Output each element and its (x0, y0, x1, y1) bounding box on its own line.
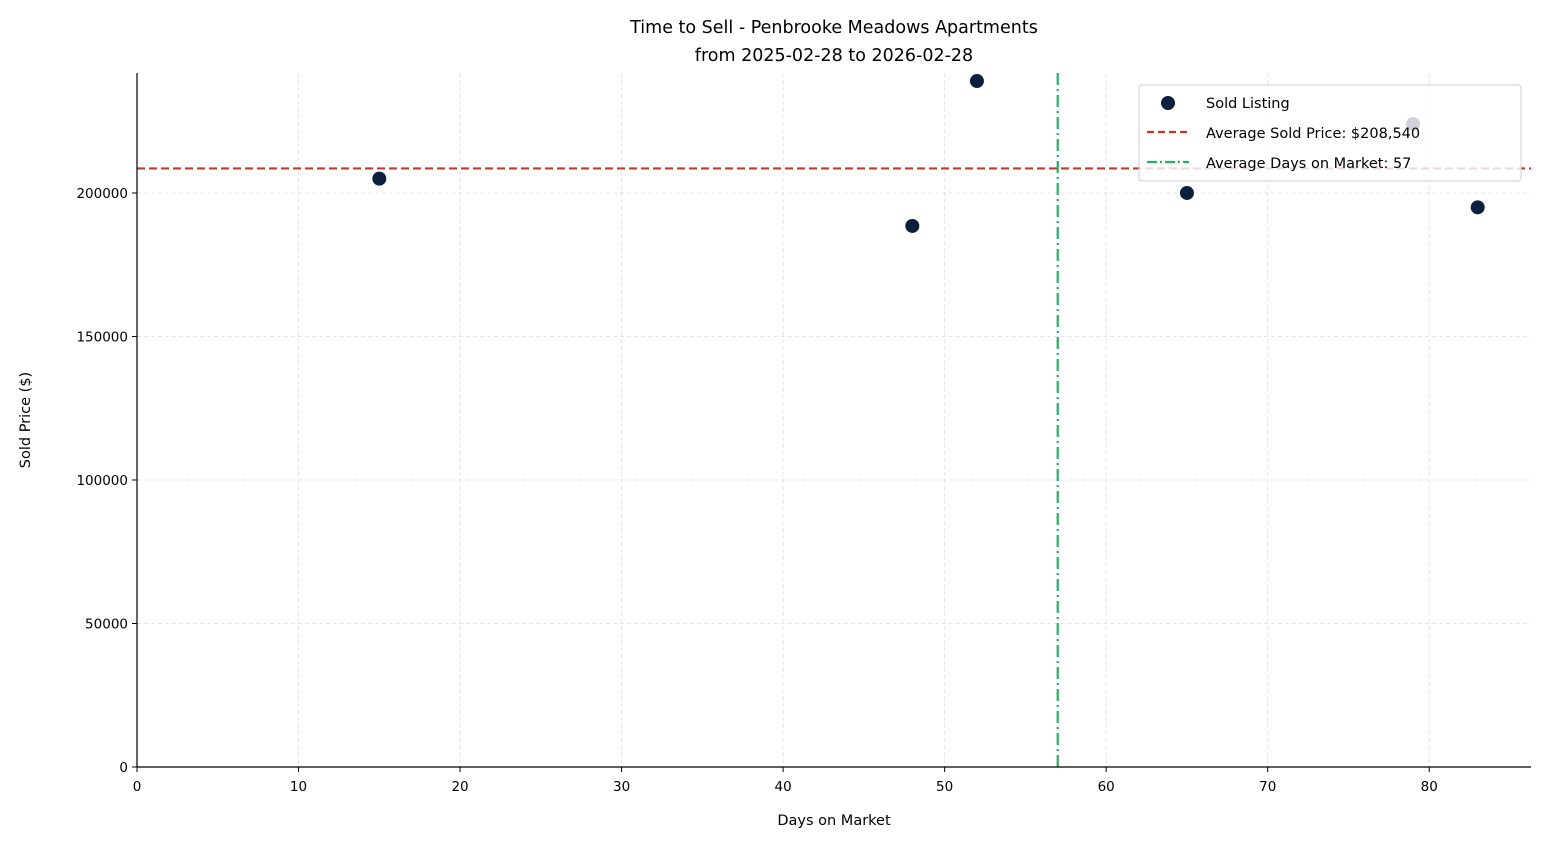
x-tick-label: 0 (133, 779, 142, 795)
y-tick-label: 0 (119, 760, 128, 776)
chart-title: Time to Sell - Penbrooke Meadows Apartme… (629, 18, 1038, 38)
data-point (1179, 185, 1194, 200)
x-tick-label: 70 (1259, 779, 1276, 795)
tick-labels: 0 10 20 30 40 50 60 70 80 0 50000 100000 150000 20000… (76, 186, 1437, 795)
y-tick-label: 50000 (85, 616, 128, 632)
axes (132, 73, 1531, 772)
legend-label-avg-price: Average Sold Price: $208,540 (1206, 126, 1420, 142)
x-tick-label: 40 (775, 779, 792, 795)
data-point (1470, 200, 1485, 215)
reference-lines (137, 73, 1531, 767)
y-tick-label: 150000 (76, 329, 128, 345)
data-point (969, 74, 984, 89)
y-tick-label: 100000 (76, 473, 128, 489)
legend-label-avg-days: Average Days on Market: 57 (1206, 156, 1411, 172)
legend-marker-sold-listing (1161, 96, 1175, 110)
x-tick-label: 10 (290, 779, 307, 795)
y-axis-label: Sold Price ($) (18, 372, 34, 468)
x-tick-label: 60 (1098, 779, 1115, 795)
x-tick-label: 30 (613, 779, 630, 795)
x-tick-label: 50 (936, 779, 953, 795)
data-point (372, 171, 387, 186)
legend-label-sold-listing: Sold Listing (1206, 96, 1290, 112)
y-tick-label: 200000 (76, 186, 128, 202)
x-axis-label: Days on Market (777, 813, 891, 829)
chart-subtitle: from 2025-02-28 to 2026-02-28 (695, 46, 973, 66)
grid (137, 73, 1531, 767)
x-tick-label: 80 (1421, 779, 1438, 795)
legend: Sold Listing Average Sold Price: $208,54… (1138, 84, 1522, 182)
x-tick-label: 20 (451, 779, 468, 795)
data-point (905, 218, 920, 233)
